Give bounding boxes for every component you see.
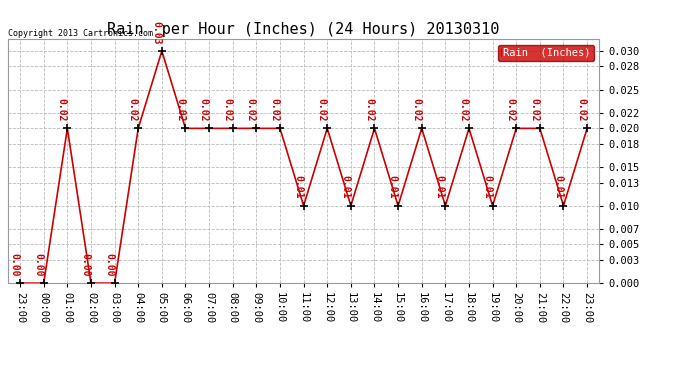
- Text: 0.01: 0.01: [293, 175, 303, 199]
- Text: 0.02: 0.02: [246, 98, 256, 122]
- Text: 0.01: 0.01: [388, 175, 397, 199]
- Text: 0.01: 0.01: [482, 175, 492, 199]
- Text: Copyright 2013 Cartronics.com: Copyright 2013 Cartronics.com: [8, 28, 153, 38]
- Text: 0.02: 0.02: [364, 98, 374, 122]
- Text: 0.02: 0.02: [529, 98, 540, 122]
- Text: 0.02: 0.02: [269, 98, 279, 122]
- Text: 0.03: 0.03: [151, 21, 161, 44]
- Text: 0.00: 0.00: [81, 253, 90, 276]
- Text: 0.02: 0.02: [577, 98, 586, 122]
- Legend: Rain  (Inches): Rain (Inches): [498, 45, 593, 61]
- Text: 0.01: 0.01: [340, 175, 351, 199]
- Text: 0.00: 0.00: [10, 253, 19, 276]
- Text: 0.02: 0.02: [57, 98, 67, 122]
- Text: 0.01: 0.01: [435, 175, 445, 199]
- Text: 0.02: 0.02: [199, 98, 208, 122]
- Text: 0.00: 0.00: [104, 253, 114, 276]
- Text: 0.02: 0.02: [411, 98, 421, 122]
- Text: 0.02: 0.02: [128, 98, 138, 122]
- Text: 0.02: 0.02: [317, 98, 326, 122]
- Text: 0.02: 0.02: [175, 98, 185, 122]
- Text: 0.02: 0.02: [458, 98, 469, 122]
- Text: 0.01: 0.01: [553, 175, 563, 199]
- Text: 0.02: 0.02: [222, 98, 232, 122]
- Text: 0.00: 0.00: [33, 253, 43, 276]
- Text: 0.02: 0.02: [506, 98, 515, 122]
- Title: Rain  per Hour (Inches) (24 Hours) 20130310: Rain per Hour (Inches) (24 Hours) 201303…: [108, 22, 500, 37]
